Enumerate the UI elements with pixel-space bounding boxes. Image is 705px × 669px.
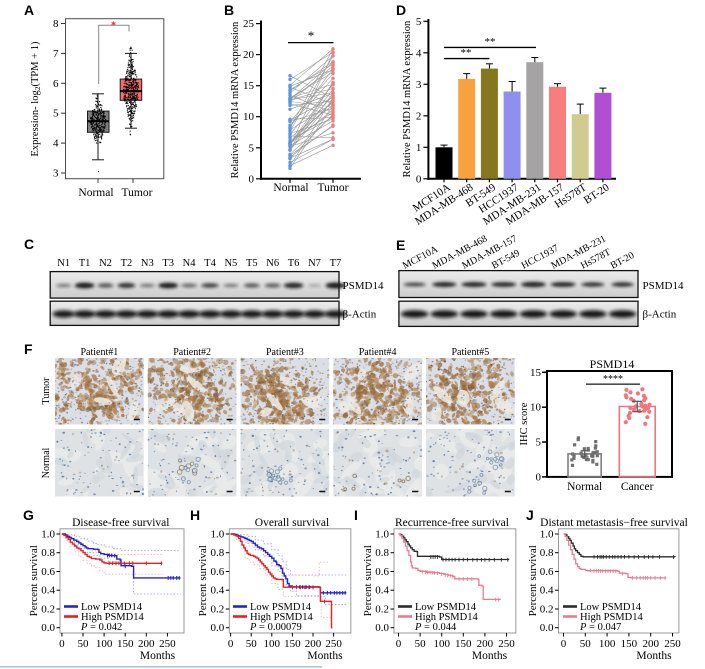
svg-text:Normal: Normal bbox=[78, 187, 113, 199]
svg-text:Patient#1: Patient#1 bbox=[81, 347, 119, 358]
svg-text:0: 0 bbox=[249, 173, 255, 185]
svg-text:T1: T1 bbox=[79, 258, 91, 269]
svg-text:2: 2 bbox=[416, 110, 422, 122]
svg-text:Relative PSMD14 mRNA expressio: Relative PSMD14 mRNA expression bbox=[402, 20, 413, 177]
svg-text:5: 5 bbox=[53, 108, 59, 120]
svg-text:β-Actin: β-Actin bbox=[643, 309, 677, 321]
svg-text:N6: N6 bbox=[266, 258, 279, 269]
svg-text:25: 25 bbox=[243, 18, 255, 30]
svg-text:T3: T3 bbox=[162, 258, 174, 269]
svg-text:N4: N4 bbox=[183, 258, 197, 269]
svg-text:8: 8 bbox=[53, 18, 59, 30]
svg-text:N7: N7 bbox=[308, 258, 321, 269]
svg-text:A: A bbox=[24, 2, 34, 18]
svg-text:F: F bbox=[24, 341, 33, 357]
svg-text:**: ** bbox=[461, 47, 472, 59]
svg-text:1: 1 bbox=[416, 142, 422, 154]
svg-text:*: * bbox=[308, 28, 315, 43]
svg-text:5: 5 bbox=[416, 16, 422, 28]
svg-text:Patient#2: Patient#2 bbox=[173, 347, 211, 358]
svg-text:C: C bbox=[24, 236, 34, 252]
svg-text:Tumor: Tumor bbox=[41, 377, 52, 405]
svg-text:Normal: Normal bbox=[41, 448, 52, 479]
svg-text:Patient#5: Patient#5 bbox=[452, 347, 490, 358]
svg-text:*: * bbox=[111, 21, 116, 32]
svg-text:T5: T5 bbox=[246, 258, 258, 269]
svg-text:10: 10 bbox=[243, 111, 255, 123]
svg-text:3: 3 bbox=[416, 79, 422, 91]
svg-text:T7: T7 bbox=[330, 258, 342, 269]
svg-text:T2: T2 bbox=[121, 258, 133, 269]
svg-text:5: 5 bbox=[249, 142, 255, 154]
svg-text:N3: N3 bbox=[141, 258, 154, 269]
svg-text:4: 4 bbox=[53, 138, 59, 150]
svg-text:**: ** bbox=[485, 36, 496, 48]
svg-text:4: 4 bbox=[416, 47, 422, 59]
svg-text:Patient#4: Patient#4 bbox=[359, 347, 397, 358]
svg-text:0: 0 bbox=[416, 173, 422, 185]
svg-text:D: D bbox=[396, 2, 406, 18]
svg-text:BT-20: BT-20 bbox=[609, 250, 636, 272]
svg-text:B: B bbox=[224, 2, 234, 18]
svg-text:β-Actin: β-Actin bbox=[343, 309, 377, 321]
svg-text:E: E bbox=[396, 237, 405, 253]
svg-text:N1: N1 bbox=[57, 258, 70, 269]
svg-text:N5: N5 bbox=[224, 258, 237, 269]
svg-text:Normal: Normal bbox=[273, 182, 308, 194]
svg-text:Expression- log2(TPM + 1): Expression- log2(TPM + 1) bbox=[30, 41, 42, 156]
svg-text:15: 15 bbox=[243, 80, 255, 92]
svg-text:6: 6 bbox=[53, 78, 59, 90]
svg-text:Tumor: Tumor bbox=[122, 187, 153, 199]
svg-text:Tumor: Tumor bbox=[318, 182, 349, 194]
svg-text:PSMD14: PSMD14 bbox=[643, 280, 684, 292]
svg-text:Relative PSMD14 mRNA expressio: Relative PSMD14 mRNA expression bbox=[230, 21, 241, 178]
svg-text:3: 3 bbox=[53, 168, 59, 180]
svg-text:BT-20: BT-20 bbox=[582, 181, 612, 206]
svg-text:20: 20 bbox=[243, 49, 255, 61]
svg-text:7: 7 bbox=[53, 48, 59, 60]
svg-text:PSMD14: PSMD14 bbox=[343, 280, 384, 292]
svg-text:Patient#3: Patient#3 bbox=[266, 347, 304, 358]
svg-text:T6: T6 bbox=[288, 258, 300, 269]
svg-text:N2: N2 bbox=[99, 258, 112, 269]
svg-text:T4: T4 bbox=[204, 258, 216, 269]
